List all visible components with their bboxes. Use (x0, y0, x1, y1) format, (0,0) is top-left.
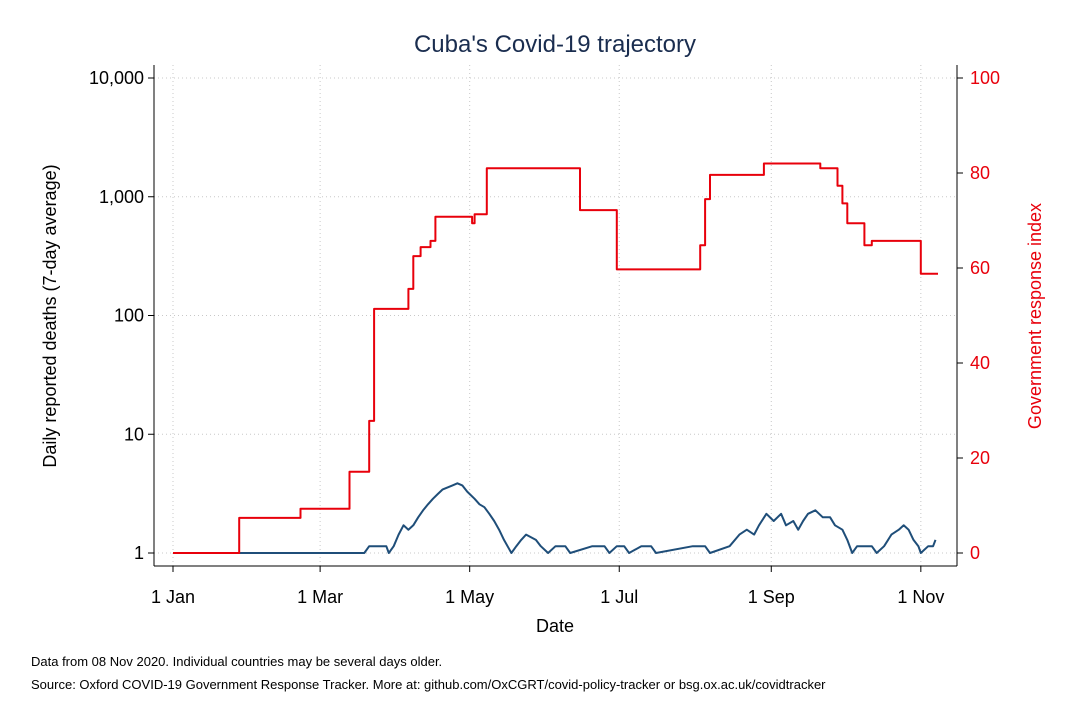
x-tick-label: 1 Sep (748, 587, 795, 607)
y-axis-left-label: Daily reported deaths (7-day average) (40, 164, 60, 467)
axes (148, 65, 963, 572)
response-index-series-line (173, 162, 938, 554)
footer-source: Source: Oxford COVID-19 Government Respo… (31, 677, 826, 692)
x-tick-label: 1 May (445, 587, 494, 607)
x-tick-label: 1 Nov (897, 587, 944, 607)
y-left-tick-label: 100 (114, 306, 144, 326)
y-right-tick-label: 20 (970, 448, 990, 468)
y-axis-right-label: Government response index (1025, 203, 1045, 429)
y-left-tick-label: 1,000 (99, 187, 144, 207)
chart-title: Cuba's Covid-19 trajectory (414, 31, 696, 58)
x-axis-label: Date (536, 616, 574, 636)
y-left-tick-label: 10,000 (89, 68, 144, 88)
deaths-series-line (173, 482, 937, 554)
y-right-tick-label: 40 (970, 353, 990, 373)
y-right-tick-label: 60 (970, 258, 990, 278)
x-tick-label: 1 Jul (600, 587, 638, 607)
y-right-tick-label: 0 (970, 543, 980, 563)
y-right-tick-label: 100 (970, 68, 1000, 88)
x-tick-label: 1 Mar (297, 587, 343, 607)
tick-labels: 1 10 100 1,000 10,000 0 20 40 60 80 100 1 Jan 1 Mar 1… (89, 68, 1000, 607)
grid-lines (154, 65, 957, 566)
series-lines (173, 162, 938, 554)
y-left-tick-label: 10 (124, 424, 144, 444)
x-tick-label: 1 Jan (151, 587, 195, 607)
y-left-tick-label: 1 (134, 543, 144, 563)
y-right-tick-label: 80 (970, 163, 990, 183)
footer-note: Data from 08 Nov 2020. Individual countr… (31, 654, 443, 669)
